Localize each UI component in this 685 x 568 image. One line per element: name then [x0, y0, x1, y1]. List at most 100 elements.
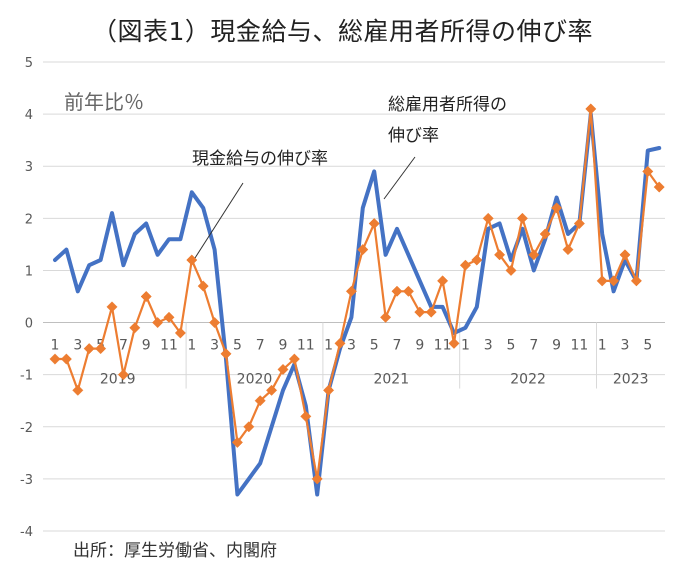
x-tick-label: 1 [324, 338, 333, 354]
annotations: 総雇用者所得の 伸び率 現金給与の伸び率 [192, 95, 507, 259]
annotation-total-income-line1: 総雇用者所得の [388, 95, 507, 115]
data-point-marker [608, 275, 620, 287]
data-point-marker [414, 306, 426, 318]
data-point-marker [437, 275, 449, 287]
data-point-marker [653, 181, 665, 193]
series-lines [53, 107, 662, 497]
x-tick-label: 11 [297, 338, 315, 354]
data-point-marker [140, 290, 152, 303]
series-line-cash-wages [53, 107, 661, 480]
data-point-marker [345, 285, 357, 297]
data-point-marker [391, 285, 403, 297]
data-point-marker [505, 264, 517, 276]
y-tick-label: 5 [25, 56, 33, 71]
y-tick-label: -3 [20, 473, 33, 488]
x-tick-label: 5 [643, 338, 652, 354]
x-tick-label: 3 [210, 338, 219, 354]
data-point-marker [95, 343, 107, 355]
y-tick-label: -2 [20, 421, 33, 436]
series-markers [49, 103, 665, 485]
data-point-marker [334, 337, 346, 349]
data-point-marker [266, 384, 278, 396]
x-axis-tick-labels: 1357911135791113579111357911135201920202… [51, 338, 653, 388]
data-point-marker [562, 244, 574, 256]
annotation-leader-total-income [383, 156, 416, 200]
x-year-label: 2022 [510, 372, 546, 388]
x-year-label: 2020 [237, 372, 273, 388]
x-tick-label: 7 [119, 338, 128, 354]
data-point-marker [152, 317, 164, 329]
y-tick-label: 3 [25, 160, 33, 175]
x-tick-label: 11 [570, 338, 588, 354]
annotation-cash-wages: 現金給与の伸び率 [192, 149, 328, 169]
data-point-marker [49, 353, 61, 365]
x-tick-label: 11 [160, 338, 178, 354]
data-point-marker [60, 353, 72, 365]
x-tick-label: 5 [370, 338, 379, 354]
data-point-marker [573, 217, 585, 230]
data-point-marker [243, 421, 255, 433]
x-tick-label: 3 [621, 338, 630, 354]
data-point-marker [163, 311, 175, 323]
data-point-marker [254, 395, 266, 407]
data-point-marker [277, 363, 289, 376]
x-tick-label: 3 [484, 338, 493, 354]
data-point-marker [288, 353, 300, 365]
data-point-marker [368, 217, 380, 230]
y-tick-label: -4 [20, 525, 33, 540]
data-point-marker [311, 473, 323, 485]
series-line-total-income [53, 112, 662, 497]
y-tick-label: 1 [25, 264, 33, 279]
x-tick-label: 7 [393, 338, 402, 354]
data-point-marker [300, 410, 312, 422]
x-tick-label: 5 [507, 338, 516, 354]
x-tick-label: 3 [73, 338, 82, 354]
chart-title: （図表1）現金給与、総雇用者所得の伸び率 [92, 17, 593, 46]
data-point-marker [117, 369, 129, 381]
x-tick-label: 3 [347, 338, 356, 354]
x-tick-label: 9 [415, 338, 424, 354]
data-point-marker [402, 285, 414, 297]
x-year-label: 2019 [100, 372, 136, 388]
data-point-marker [516, 212, 528, 224]
data-point-marker [186, 254, 198, 266]
gridlines [43, 61, 665, 532]
x-tick-label: 11 [434, 338, 452, 354]
data-point-marker [585, 103, 597, 115]
data-point-marker [425, 306, 437, 318]
y-tick-label: 2 [25, 212, 33, 227]
data-point-marker [551, 202, 563, 214]
data-point-marker [209, 317, 221, 329]
x-tick-label: 9 [142, 338, 151, 354]
data-point-marker [174, 327, 186, 339]
x-tick-label: 1 [461, 338, 470, 354]
y-axis-tick-labels: 5 4 3 2 1 0 -1 -2 -3 -4 [20, 56, 33, 540]
data-point-marker [596, 275, 608, 287]
x-tick-label: 7 [256, 338, 265, 354]
x-year-label: 2021 [373, 372, 409, 388]
data-point-marker [83, 343, 95, 355]
data-point-marker [231, 436, 243, 448]
y-tick-label: 0 [25, 317, 33, 332]
x-tick-label: 9 [279, 338, 288, 354]
data-point-marker [106, 301, 118, 313]
annotation-leader-cash-wages [194, 182, 244, 259]
data-point-marker [448, 337, 460, 349]
data-point-marker [72, 384, 84, 396]
x-tick-label: 1 [51, 338, 60, 354]
x-tick-label: 1 [187, 338, 196, 354]
unit-label: 前年比％ [64, 90, 144, 114]
data-point-marker [323, 384, 335, 396]
x-tick-label: 5 [233, 338, 242, 354]
data-point-marker [380, 311, 392, 323]
x-year-label: 2023 [613, 372, 649, 388]
source-note: 出所：厚生労働省、内閣府 [73, 541, 277, 561]
data-point-marker [357, 244, 369, 256]
data-point-marker [539, 228, 551, 240]
data-point-marker [494, 249, 506, 261]
y-tick-label: -1 [20, 369, 33, 384]
x-tick-label: 9 [552, 338, 561, 354]
data-point-marker [642, 165, 654, 177]
